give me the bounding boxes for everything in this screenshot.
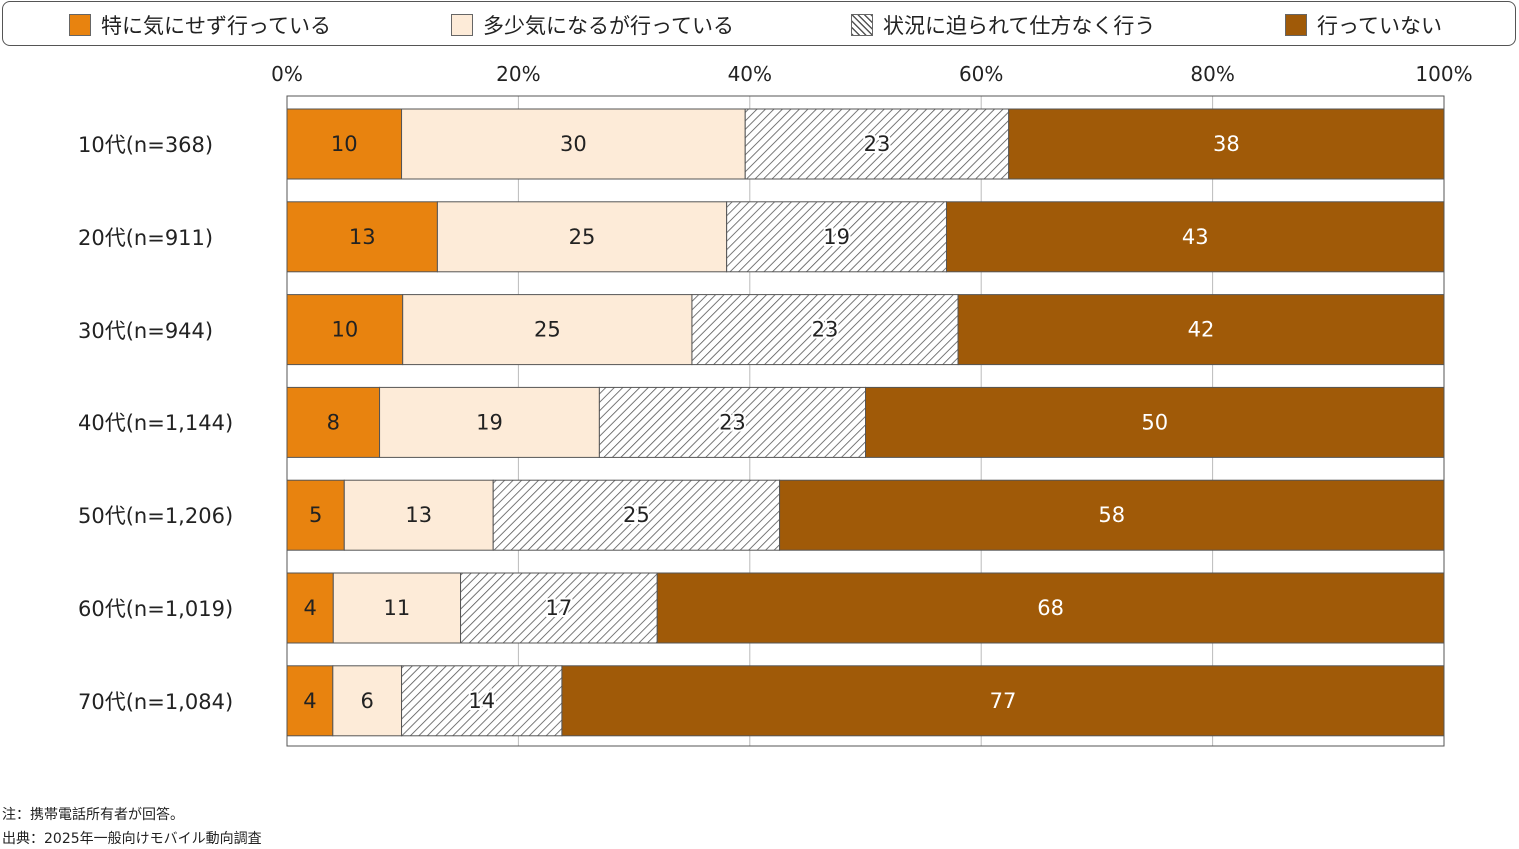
bar-data-label: 43	[1182, 225, 1209, 249]
bar-data-label: 68	[1037, 596, 1064, 620]
legend-label-3: 状況に迫られて仕方なく行う	[883, 13, 1156, 38]
bar-segment	[460, 572, 658, 644]
bar-data-label: 8	[327, 410, 340, 434]
bar-segment	[401, 665, 563, 737]
bar-data-label: 25	[623, 503, 650, 527]
bar-data-label: 13	[405, 503, 432, 527]
bar-data-label: 19	[823, 225, 850, 249]
bar-data-label: 23	[719, 410, 746, 434]
chart-note: 注：携帯電話所有者が回答。	[2, 807, 184, 823]
bar-segment	[561, 665, 1445, 737]
category-label: 40代(n=1,144)	[78, 411, 234, 436]
bar-segment	[945, 201, 1445, 273]
x-tick-label: 80%	[1190, 62, 1235, 86]
legend-label-2: 多少気になるが行っている	[483, 13, 734, 38]
bar-segment	[492, 479, 781, 551]
bar-data-label: 5	[309, 503, 322, 527]
x-tick-label: 20%	[496, 62, 541, 86]
bar-segment	[402, 294, 693, 366]
bar-data-label: 50	[1141, 410, 1168, 434]
category-label: 30代(n=944)	[78, 318, 214, 343]
bar-data-label: 6	[361, 689, 374, 713]
legend: 特に気にせず行っている 多少気になるが行っている 状況に迫られて仕方なく行う 行ってい…	[2, 1, 1516, 46]
bar-segment	[379, 386, 600, 458]
bar-data-label: 10	[331, 318, 358, 342]
bar-segment	[286, 201, 438, 273]
category-label: 60代(n=1,019)	[78, 597, 234, 621]
bar-data-label: 10	[331, 132, 358, 156]
bar-data-label: 58	[1098, 503, 1125, 527]
bar-data-label: 38	[1213, 132, 1240, 156]
bar-data-label: 25	[569, 225, 596, 249]
bar-data-label: 23	[812, 318, 839, 342]
category-label: 70代(n=1,084)	[78, 689, 234, 714]
bar-data-label: 11	[384, 596, 411, 620]
bar-segment	[401, 108, 746, 180]
bar-data-label: 19	[476, 410, 503, 434]
category-label: 50代(n=1,206)	[78, 504, 234, 529]
bar-segment	[286, 108, 403, 180]
x-tick-label: 40%	[727, 62, 773, 86]
bar-data-label: 77	[990, 689, 1017, 713]
legend-swatch-3	[851, 13, 873, 36]
category-label: 10代(n=368)	[78, 133, 214, 157]
x-tick-label: 0%	[271, 62, 303, 86]
bar-segment	[744, 108, 1010, 180]
bar-data-label: 42	[1188, 318, 1215, 342]
legend-item-4: 行っていない	[1285, 2, 1442, 47]
legend-swatch-4	[1285, 13, 1307, 36]
legend-item-1: 特に気にせず行っている	[69, 2, 331, 47]
category-label: 20代(n=911)	[78, 225, 214, 250]
plot-frame	[286, 95, 1445, 747]
legend-swatch-2	[451, 13, 473, 36]
x-tick-label: 60%	[958, 62, 1004, 86]
bar-segment	[286, 294, 404, 366]
bar-segment	[332, 572, 462, 644]
bar-segment	[436, 201, 728, 273]
x-tick-label: 100%	[1415, 62, 1473, 86]
bar-segment	[691, 294, 959, 366]
legend-label-4: 行っていない	[1317, 13, 1442, 38]
bar-data-label: 17	[546, 596, 573, 620]
bar-segment	[726, 201, 947, 273]
bar-segment	[343, 479, 494, 551]
bar-segment	[865, 386, 1445, 458]
bar-data-label: 25	[534, 318, 561, 342]
bar-segment	[1008, 108, 1445, 180]
bar-segment	[656, 572, 1445, 644]
bar-data-label: 4	[303, 596, 316, 620]
bar-data-label: 23	[864, 132, 891, 156]
bar-data-label: 13	[349, 225, 376, 249]
bar-data-label: 30	[560, 132, 587, 156]
bar-data-label: 4	[303, 689, 316, 713]
legend-item-3: 状況に迫られて仕方なく行う	[851, 2, 1155, 47]
bar-data-label: 14	[468, 689, 495, 713]
legend-label-1: 特に気にせず行っている	[101, 13, 331, 38]
legend-item-2: 多少気になるが行っている	[451, 2, 734, 47]
bar-segment	[779, 479, 1445, 551]
legend-swatch-1	[69, 13, 91, 36]
chart-source: 出典：2025年一般向けモバイル動向調査	[2, 831, 262, 847]
